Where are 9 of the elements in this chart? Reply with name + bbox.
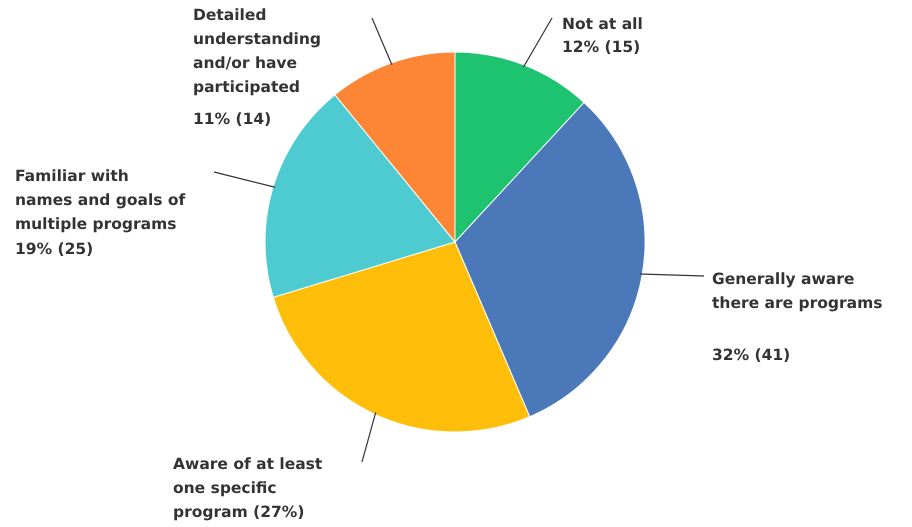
- slice-label: Not at all: [562, 15, 643, 33]
- slice-label: Generally aware there are programs: [712, 270, 882, 312]
- data-label: 12% (15): [562, 38, 640, 56]
- data-label: 11% (14): [193, 110, 272, 128]
- slice-label: Familiar with names and goals of multiple programs: [15, 167, 186, 233]
- slice-label: Aware of at least one specific program (27%): [173, 455, 323, 521]
- data-label: 19% (25): [15, 240, 94, 258]
- data-label: 32% (41): [712, 346, 790, 364]
- slice-label: Detailed understanding and/or have participated: [193, 6, 321, 96]
